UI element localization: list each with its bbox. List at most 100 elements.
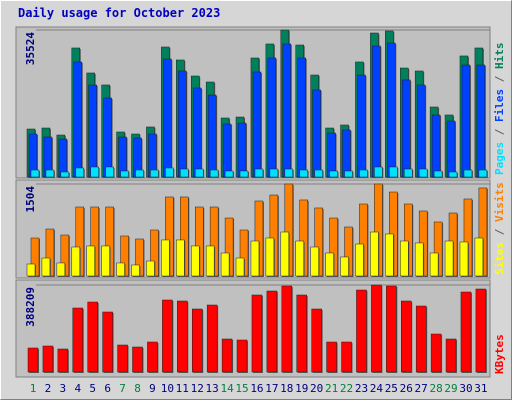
x-tick-label: 8 (134, 382, 141, 395)
bar (237, 122, 247, 178)
bar (192, 87, 202, 178)
bar (116, 262, 125, 277)
bar (42, 345, 54, 373)
bar (90, 166, 99, 178)
legend-entry: Hits (493, 43, 506, 70)
x-tick-label: 9 (149, 382, 156, 395)
bar (147, 341, 158, 373)
bar (269, 168, 279, 178)
bar (86, 245, 95, 277)
bar (370, 231, 379, 277)
bar (460, 291, 472, 373)
bar (222, 123, 232, 178)
bar (282, 43, 292, 178)
y-tick-label: 388209 (24, 287, 37, 327)
x-tick-label: 25 (385, 382, 398, 395)
bar (430, 333, 442, 373)
bar (418, 168, 428, 178)
bar (414, 242, 424, 277)
bar (57, 348, 69, 373)
bar (312, 89, 321, 178)
bar (161, 239, 170, 277)
bar (281, 285, 293, 373)
bar (445, 338, 457, 373)
bar (88, 84, 97, 178)
legend-separator: / (493, 122, 506, 142)
x-tick-label: 28 (429, 382, 442, 395)
bar (207, 94, 217, 178)
bar (87, 301, 98, 373)
x-tick-label: 13 (206, 382, 219, 395)
bar (474, 237, 484, 277)
x-tick-label: 1 (30, 382, 37, 395)
bar (120, 170, 129, 178)
bar (41, 257, 51, 277)
bar (206, 304, 218, 373)
bar (72, 307, 84, 373)
bar (416, 84, 426, 178)
bar (344, 170, 353, 178)
x-tick-label: 2 (45, 382, 52, 395)
bar (146, 260, 155, 277)
bar (102, 311, 113, 373)
bar (250, 240, 260, 277)
bar (326, 341, 337, 373)
y-tick-label: 35524 (24, 32, 37, 65)
bar (284, 168, 294, 178)
bar (56, 262, 66, 277)
bar (27, 347, 39, 373)
bar (327, 132, 336, 178)
bar (190, 245, 200, 277)
x-tick-label: 17 (265, 382, 278, 395)
bar (387, 42, 396, 178)
x-tick-label: 24 (370, 382, 384, 395)
bar (357, 74, 366, 178)
bar (71, 246, 81, 277)
legend-entry: KBytes (493, 334, 506, 374)
bar (475, 288, 487, 373)
bar (251, 294, 263, 373)
bar (132, 346, 143, 373)
legend: Sites / Visits (493, 182, 506, 275)
bar (296, 294, 307, 373)
bar (30, 169, 40, 178)
bar (224, 170, 234, 178)
bar (402, 79, 411, 178)
bar (26, 263, 36, 277)
bar (431, 114, 441, 178)
bar (150, 169, 159, 178)
bar (459, 241, 469, 277)
x-tick-label: 18 (280, 382, 293, 395)
bar (254, 168, 264, 178)
x-tick-label: 4 (74, 382, 81, 395)
bar (45, 169, 55, 178)
bar (371, 284, 382, 373)
x-tick-label: 11 (176, 382, 189, 395)
x-tick-label: 7 (119, 382, 126, 395)
bar (299, 169, 308, 178)
bar (311, 308, 322, 373)
bar (221, 338, 233, 373)
bar (404, 168, 413, 178)
x-tick-label: 31 (474, 382, 487, 395)
bar (73, 61, 83, 178)
bar (463, 169, 473, 178)
y-tick-label: 1504 (24, 186, 37, 213)
x-tick-label: 12 (191, 382, 204, 395)
x-tick-label: 6 (104, 382, 111, 395)
x-tick-label: 21 (325, 382, 338, 395)
legend-separator: / (493, 222, 506, 242)
bar (178, 70, 187, 178)
bar (415, 305, 427, 373)
legend-entry: Pages (493, 142, 506, 175)
bar (163, 58, 172, 178)
bar (177, 300, 188, 373)
bar (325, 252, 334, 277)
x-tick-label: 10 (161, 382, 174, 395)
bar (429, 252, 439, 277)
bar (385, 233, 394, 277)
x-tick-label: 29 (444, 382, 457, 395)
bar (176, 239, 185, 277)
